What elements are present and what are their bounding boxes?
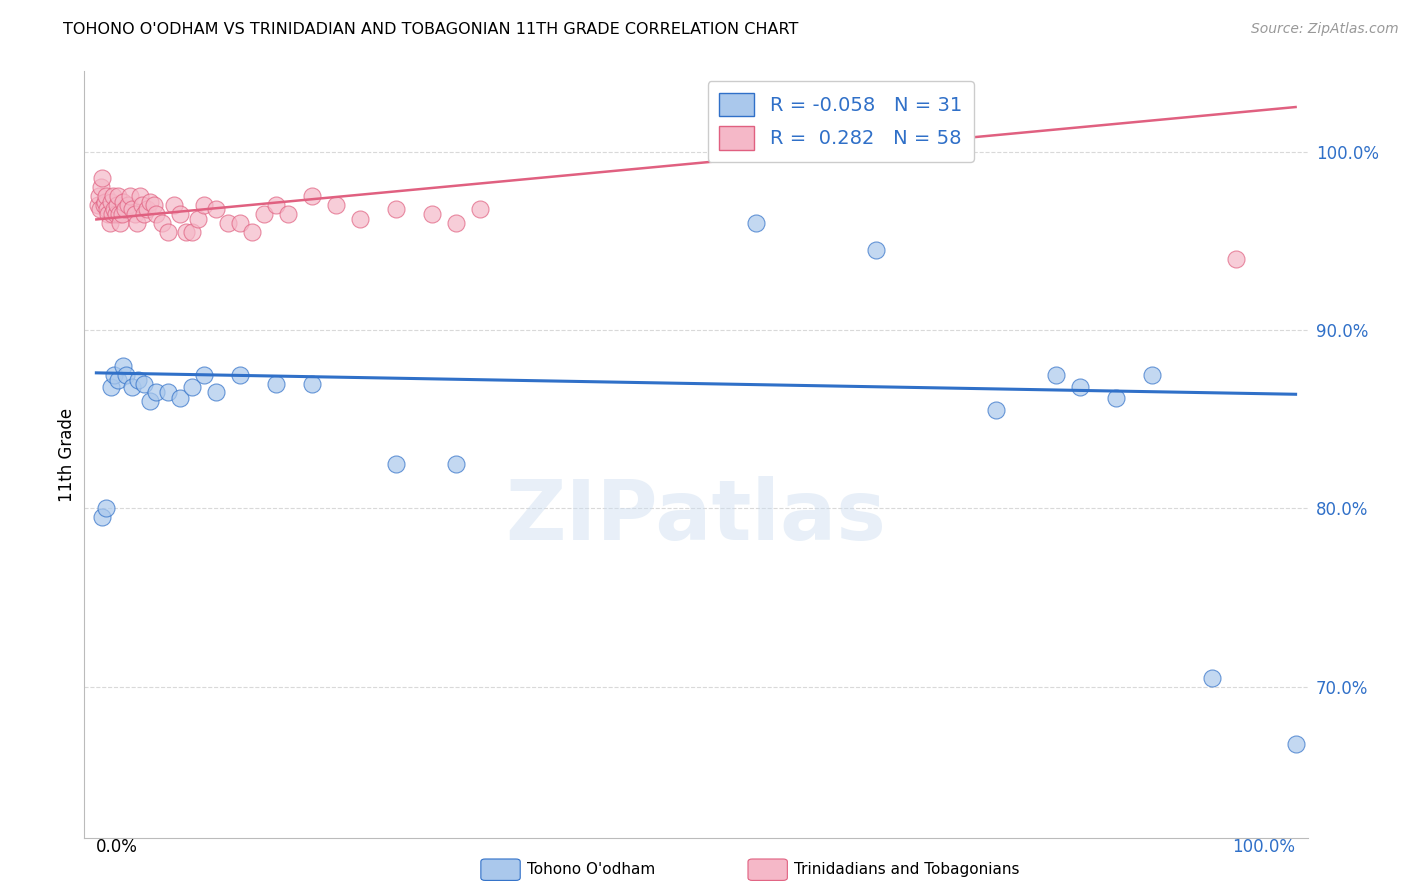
Point <box>385 202 408 216</box>
Point <box>101 207 124 221</box>
Point <box>157 225 180 239</box>
Point <box>90 180 112 194</box>
Point <box>205 385 228 400</box>
Point <box>229 368 252 382</box>
Point <box>385 457 408 471</box>
Point <box>193 368 215 382</box>
Point <box>89 202 111 216</box>
Text: ZIPatlas: ZIPatlas <box>506 475 886 557</box>
Text: 100.0%: 100.0% <box>1233 838 1295 856</box>
Point <box>117 198 139 212</box>
Point <box>1140 368 1163 382</box>
Point <box>253 207 276 221</box>
Point <box>169 391 191 405</box>
Point <box>128 189 150 203</box>
Point <box>174 225 197 239</box>
Point <box>264 376 287 391</box>
Point <box>104 207 127 221</box>
Point <box>111 359 134 373</box>
Text: Tohono O'odham: Tohono O'odham <box>527 863 655 877</box>
Point <box>100 194 122 209</box>
Point <box>93 194 117 209</box>
Legend: R = -0.058   N = 31, R =  0.282   N = 58: R = -0.058 N = 31, R = 0.282 N = 58 <box>707 81 974 161</box>
Point <box>145 385 167 400</box>
Point <box>103 202 125 216</box>
Point <box>107 189 129 203</box>
Point <box>135 202 157 216</box>
Text: 0.0%: 0.0% <box>97 838 138 856</box>
Point <box>118 189 141 203</box>
Point <box>93 198 115 212</box>
Point <box>107 373 129 387</box>
Point <box>187 212 209 227</box>
Point <box>1201 671 1223 685</box>
Point <box>87 189 110 203</box>
Point <box>444 457 467 471</box>
Point <box>108 207 131 221</box>
Text: Source: ZipAtlas.com: Source: ZipAtlas.com <box>1251 22 1399 37</box>
Point <box>865 243 887 257</box>
Point <box>229 216 252 230</box>
Point <box>169 207 191 221</box>
Point <box>145 207 167 221</box>
Point <box>1225 252 1247 266</box>
Point <box>325 198 347 212</box>
Point <box>91 171 114 186</box>
Point <box>114 202 136 216</box>
Point <box>1069 380 1091 394</box>
Point <box>100 380 122 394</box>
Point <box>86 198 108 212</box>
Point <box>105 198 128 212</box>
Point <box>101 189 124 203</box>
Point <box>121 380 143 394</box>
Point <box>139 194 162 209</box>
Point <box>264 198 287 212</box>
Point <box>121 202 143 216</box>
Point <box>1045 368 1067 382</box>
Point <box>134 207 156 221</box>
Point <box>444 216 467 230</box>
Point <box>139 394 162 409</box>
Point <box>984 403 1007 417</box>
Point <box>94 189 117 203</box>
Point <box>745 216 768 230</box>
Point <box>110 216 132 230</box>
Point <box>181 225 204 239</box>
Point <box>134 376 156 391</box>
Text: Trinidadians and Tobagonians: Trinidadians and Tobagonians <box>794 863 1019 877</box>
Point <box>163 198 186 212</box>
Point <box>91 510 114 524</box>
Point <box>103 368 125 382</box>
Point <box>1284 737 1306 751</box>
Point <box>301 189 323 203</box>
Point <box>468 202 491 216</box>
Point <box>420 207 443 221</box>
Point <box>131 198 153 212</box>
Point <box>124 207 146 221</box>
Point <box>127 373 149 387</box>
Point <box>181 380 204 394</box>
Point <box>142 198 165 212</box>
Point <box>205 202 228 216</box>
Point <box>1105 391 1128 405</box>
Point <box>157 385 180 400</box>
Point <box>110 207 132 221</box>
Point <box>277 207 299 221</box>
Point <box>127 216 149 230</box>
Point <box>94 501 117 516</box>
Point <box>301 376 323 391</box>
Point <box>150 216 173 230</box>
Point <box>96 202 118 216</box>
Point <box>349 212 371 227</box>
Point <box>97 207 120 221</box>
Point <box>98 216 121 230</box>
Point <box>111 194 134 209</box>
Point <box>193 198 215 212</box>
Point <box>240 225 263 239</box>
Point <box>217 216 239 230</box>
Point <box>115 368 138 382</box>
Text: TOHONO O'ODHAM VS TRINIDADIAN AND TOBAGONIAN 11TH GRADE CORRELATION CHART: TOHONO O'ODHAM VS TRINIDADIAN AND TOBAGO… <box>63 22 799 37</box>
Y-axis label: 11th Grade: 11th Grade <box>58 408 76 502</box>
